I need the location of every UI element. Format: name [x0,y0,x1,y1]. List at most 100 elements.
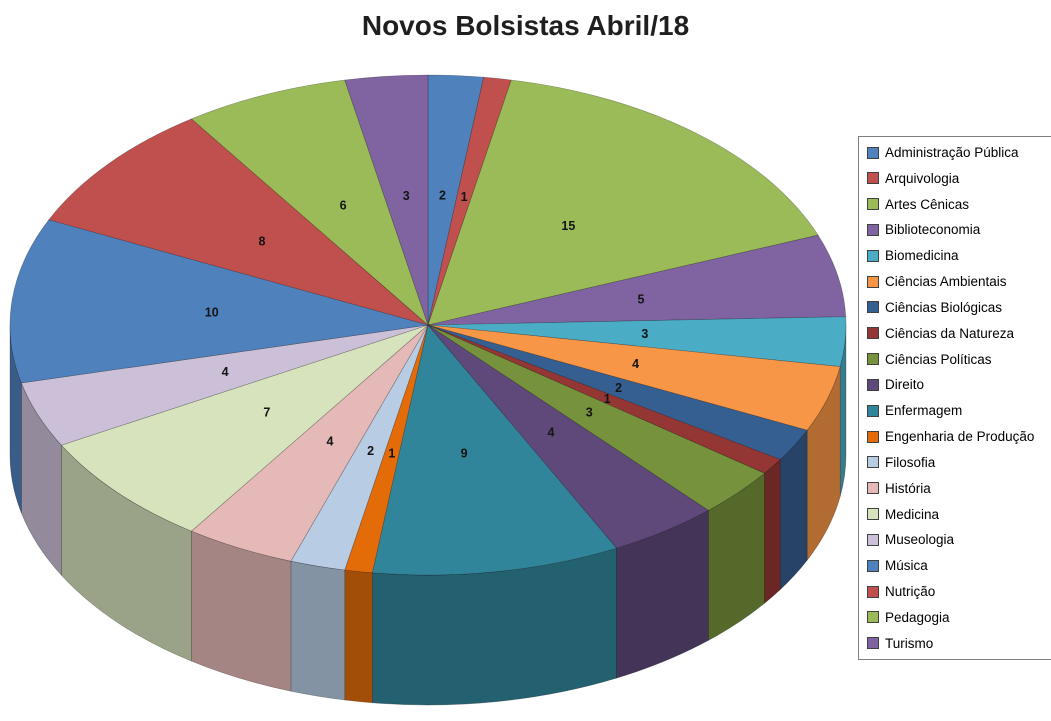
legend-swatch-ciencias-ambientais [867,275,879,288]
pie-slice-pedagogia [190,79,429,326]
data-label-biomedicina: 3 [641,327,648,341]
legend-item-direito: Direito [867,377,1047,392]
pie-slice-turismo [344,74,429,326]
legend-label-filosofia: Filosofia [885,454,936,470]
legend-label-medicina: Medicina [885,506,940,522]
legend-item-historia: História [867,481,1047,496]
legend-swatch-direito [867,378,879,391]
pie-slice-administracao-publica [427,74,485,326]
pie-slice-musica [9,219,429,384]
chart-title: Novos Bolsistas Abril/18 [361,10,690,41]
legend-item-ciencias-ambientais: Ciências Ambientais [867,274,1047,289]
legend-label-enfermagem: Enfermagem [885,403,963,419]
legend-swatch-engenharia-de-producao [867,430,879,443]
legend-label-direito: Direito [885,377,925,393]
data-label-ciencias-politicas: 3 [586,406,593,420]
legend-label-nutricao: Nutrição [885,584,936,600]
pie-slice-museologia [20,324,429,446]
legend-label-biblioteconomia: Biblioteconomia [885,222,981,238]
legend-label-artes-cenicas: Artes Cênicas [885,196,970,212]
data-label-ciencias-da-natureza: 1 [604,392,611,406]
legend-item-enfermagem: Enfermagem [867,403,1047,418]
legend-item-turismo: Turismo [867,636,1047,651]
legend-swatch-ciencias-politicas [867,353,879,366]
legend-item-arquivologia: Arquivologia [867,171,1047,186]
data-label-nutricao: 8 [259,234,266,248]
legend-item-musica: Música [867,558,1047,573]
data-label-historia: 4 [326,434,333,448]
legend-swatch-filosofia [867,456,879,469]
pie-slice-arquivologia [427,76,512,326]
pie-slice-historia [190,324,429,562]
legend-swatch-artes-cenicas [867,198,879,211]
pie-slice-medicina [60,324,429,532]
pie-slice-ciencias-politicas [427,324,766,511]
legend-label-musica: Música [885,558,928,574]
legend-label-turismo: Turismo [885,635,934,651]
pie-slice-side-engenharia-de-producao [344,569,373,704]
legend-label-arquivologia: Arquivologia [885,170,960,186]
legend-item-nutricao: Nutrição [867,584,1047,599]
legend-label-museologia: Museologia [885,532,955,548]
data-label-enfermagem: 9 [461,447,468,461]
legend-swatch-museologia [867,533,879,546]
legend-label-biomedicina: Biomedicina [885,248,959,264]
pie-slice-ciencias-ambientais [427,324,841,431]
legend-swatch-enfermagem [867,404,879,417]
legend-label-engenharia-de-producao: Engenharia de Produção [885,429,1035,445]
data-label-artes-cenicas: 15 [561,219,575,233]
data-label-turismo: 3 [403,189,410,203]
legend-label-historia: História [885,480,931,496]
pie-slice-biblioteconomia [427,234,847,326]
legend-swatch-pedagogia [867,611,879,624]
legend-swatch-nutricao [867,585,879,598]
data-label-ciencias-biologicas: 2 [615,381,622,395]
legend-swatch-musica [867,559,879,572]
legend-item-ciencias-biologicas: Ciências Biológicas [867,300,1047,315]
legend-swatch-turismo [867,637,879,650]
legend-item-museologia: Museologia [867,532,1047,547]
legend-item-ciencias-politicas: Ciências Políticas [867,352,1047,367]
data-label-biblioteconomia: 5 [638,292,645,306]
legend-label-ciencias-ambientais: Ciências Ambientais [885,274,1007,290]
pie-slice-ciencias-da-natureza [427,324,781,474]
pie-slice-biomedicina [427,316,847,367]
data-label-arquivologia: 1 [461,190,468,204]
legend-label-ciencias-da-natureza: Ciências da Natureza [885,325,1015,341]
data-label-medicina: 7 [263,406,270,420]
legend-item-filosofia: Filosofia [867,455,1047,470]
legend-label-ciencias-politicas: Ciências Políticas [885,351,992,367]
legend-item-biblioteconomia: Biblioteconomia [867,222,1047,237]
pie-slice-enfermagem [371,324,618,576]
data-label-musica: 10 [205,305,219,319]
pie-slice-artes-cenicas [427,79,819,326]
legend-item-pedagogia: Pedagogia [867,610,1047,625]
data-label-engenharia-de-producao: 1 [388,447,395,461]
data-label-administracao-publica: 2 [439,189,446,203]
legend-swatch-administracao-publica [867,146,879,159]
data-label-ciencias-ambientais: 4 [632,357,639,371]
legend-swatch-medicina [867,508,879,521]
legend-label-ciencias-biologicas: Ciências Biológicas [885,299,1003,315]
legend-swatch-ciencias-da-natureza [867,327,879,340]
legend-item-medicina: Medicina [867,507,1047,522]
legend-label-pedagogia: Pedagogia [885,609,950,625]
pie-slice-engenharia-de-producao [344,324,429,574]
data-label-filosofia: 2 [367,444,374,458]
pie-slice-side-filosofia [290,560,346,701]
legend-item-ciencias-da-natureza: Ciências da Natureza [867,326,1047,341]
pie-slice-side-ciencias-da-natureza [764,458,781,604]
data-label-pedagogia: 6 [340,199,347,213]
data-label-museologia: 4 [222,365,229,379]
pie-slice-nutricao [48,118,429,326]
pie-slice-direito [427,324,709,549]
legend-item-artes-cenicas: Artes Cênicas [867,197,1047,212]
pie-slice-ciencias-biologicas [427,324,808,460]
legend-swatch-ciencias-biologicas [867,301,879,314]
legend-item-biomedicina: Biomedicina [867,248,1047,263]
data-label-direito: 4 [548,426,555,440]
legend-label-administracao-publica: Administração Pública [885,145,1019,160]
legend-swatch-arquivologia [867,172,879,185]
legend-item-engenharia-de-producao: Engenharia de Produção [867,429,1047,444]
